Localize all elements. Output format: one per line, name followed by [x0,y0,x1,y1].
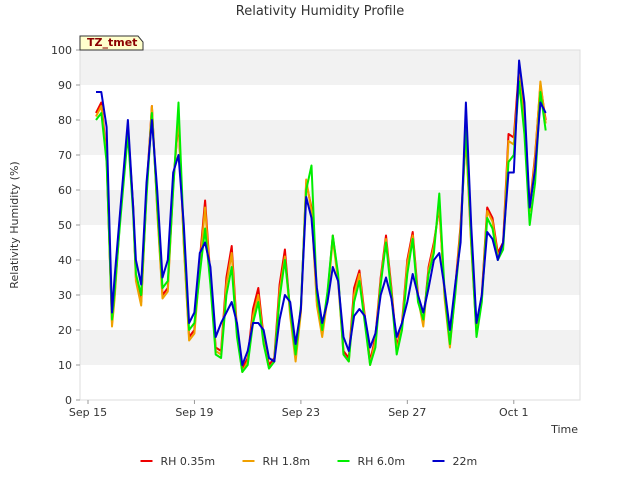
x-tick-label: Oct 1 [499,406,529,419]
legend-label: RH 6.0m [358,455,406,468]
x-tick-label: Sep 19 [175,406,213,419]
y-tick-label: 0 [65,394,72,407]
y-tick-label: 90 [58,79,72,92]
y-tick-label: 40 [58,254,72,267]
x-axis-label: Time [550,423,578,436]
legend-label: 22m [453,455,478,468]
band-0 [80,365,580,400]
band-60 [80,155,580,190]
y-tick-label: 50 [58,219,72,232]
chart-title: Relativity Humidity Profile [236,4,404,19]
band-10 [80,330,580,365]
x-tick-label: Sep 15 [69,406,107,419]
y-tick-label: 60 [58,184,72,197]
band-80 [80,85,580,120]
y-tick-label: 100 [51,44,72,57]
y-axis-ticks: 0 10 20 30 40 50 60 70 80 90 100 [51,44,80,407]
legend: RH 0.35m RH 1.8m RH 6.0m 22m [140,455,478,468]
x-axis-ticks: Sep 15 Sep 19 Sep 23 Sep 27 Oct 1 [69,400,529,419]
band-70 [80,120,580,155]
y-tick-label: 80 [58,114,72,127]
plot-background [80,50,580,400]
y-axis-label: Relativity Humidity (%) [8,161,21,288]
band-20 [80,295,580,330]
legend-label: RH 1.8m [263,455,311,468]
y-tick-label: 10 [58,359,72,372]
x-tick-label: Sep 27 [388,406,426,419]
y-tick-label: 70 [58,149,72,162]
band-90 [80,50,580,85]
y-tick-label: 20 [58,324,72,337]
series-layer [95,59,547,373]
site-badge: TZ_tmet [79,35,144,51]
y-tick-label: 30 [58,289,72,302]
site-badge-label: TZ_tmet [87,36,137,49]
x-tick-label: Sep 23 [282,406,320,419]
band-50 [80,190,580,225]
legend-label: RH 0.35m [161,455,216,468]
series-line-22m [96,59,547,366]
